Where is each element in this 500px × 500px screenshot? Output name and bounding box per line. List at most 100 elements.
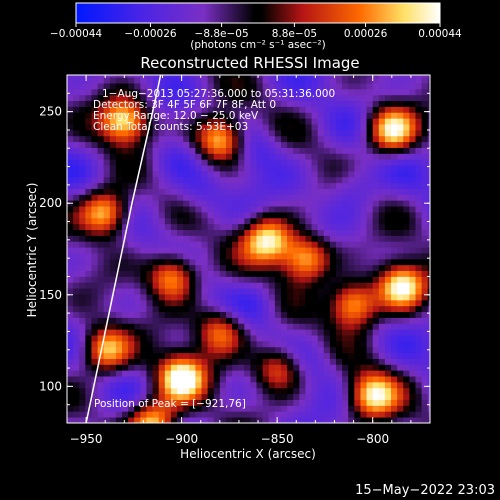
heatmap-cell [415,376,422,383]
heatmap-cell [122,206,129,213]
heatmap-cell [317,229,325,236]
heatmap-cell [97,317,105,324]
heatmap-cell [391,299,398,307]
heatmap-cell [103,270,111,277]
heatmap-cell [201,182,209,189]
heatmap-cell [403,329,410,336]
heatmap-cell [427,75,430,78]
heatmap-cell [134,159,141,166]
heatmap-cell [409,376,416,383]
heatmap-cell [219,253,227,260]
heatmap-cell [177,135,184,143]
heatmap-cell [342,340,349,348]
heatmap-cell [67,340,74,348]
heatmap-cell [311,364,319,371]
heatmap-cell [415,346,422,354]
heatmap-cell [415,147,422,154]
heatmap-cell [329,335,337,342]
heatmap-cell [219,358,227,365]
heatmap-cell [183,411,190,418]
heatmap-cell [391,129,398,137]
heatmap-cell [97,165,105,172]
heatmap-cell [311,399,319,406]
heatmap-cell [366,370,374,377]
heatmap-cell [177,393,184,400]
heatmap-cell [415,206,422,213]
heatmap-cell [280,188,288,195]
heatmap-cell [354,129,361,137]
heatmap-cell [293,264,300,272]
heatmap-cell [427,147,430,154]
heatmap-cell [140,141,147,148]
heatmap-cell [244,188,251,195]
heatmap-cell [91,241,98,248]
heatmap-cell [329,165,337,172]
heatmap-cell [317,270,325,277]
heatmap-cell [268,147,276,154]
heatmap-cell [336,141,343,148]
heatmap-cell [177,118,184,125]
heatmap-cell [354,217,361,225]
heatmap-cell [134,165,141,172]
heatmap-cell [391,405,398,412]
heatmap-cell [421,282,429,289]
heatmap-cell [195,335,202,342]
heatmap-cell [415,276,422,283]
heatmap-cell [384,129,392,137]
heatmap-cell [109,276,117,283]
heatmap-cell [73,270,80,277]
heatmap-cell [336,299,343,307]
heatmap-cell [219,376,227,383]
heatmap-cell [189,141,196,148]
heatmap-cell [323,165,331,172]
heatmap-cell [134,411,141,418]
heatmap-cell [354,299,361,307]
heatmap-cell [348,159,355,166]
heatmap-cell [366,83,374,90]
heatmap-cell [152,335,160,342]
heatmap-cell [134,206,141,213]
colorbar-tick-label: 0.00026 [344,28,388,40]
heatmap-cell [305,352,312,359]
heatmap-cell [79,317,86,324]
heatmap-cell [274,159,282,166]
heatmap-cell [140,387,147,395]
heatmap-cell [391,241,398,248]
heatmap-cell [140,88,147,96]
heatmap-cell [201,411,209,418]
heatmap-cell [397,329,404,336]
heatmap-cell [354,153,361,160]
heatmap-cell [128,223,135,230]
heatmap-cell [97,141,105,148]
heatmap-cell [207,270,215,277]
heatmap-cell [329,305,337,313]
heatmap-cell [201,170,209,178]
heatmap-cell [140,159,147,166]
heatmap-cell [354,176,361,184]
heatmap-cell [391,247,398,254]
heatmap-cell [207,288,215,295]
heatmap-cell [207,129,215,137]
heatmap-cell [146,323,153,330]
heatmap-cell [128,364,135,371]
heatmap-cell [201,317,209,324]
heatmap-cell [67,253,74,260]
heatmap-cell [103,229,111,236]
heatmap-cell [232,294,239,301]
heatmap-cell [91,288,98,295]
heatmap-cell [219,112,227,119]
heatmap-cell [397,188,404,195]
heatmap-cell [97,182,105,189]
heatmap-cell [250,223,257,230]
heatmap-cell [115,188,123,195]
heatmap-cell [103,288,111,295]
heatmap-cell [317,112,325,119]
heatmap-cell [232,340,239,348]
heatmap-cell [97,411,105,418]
heatmap-cell [409,176,416,184]
heatmap-cell [201,194,209,201]
heatmap-cell [372,112,380,119]
heatmap-cell [323,405,331,412]
heatmap-cell [79,77,86,84]
heatmap-cell [329,340,337,348]
